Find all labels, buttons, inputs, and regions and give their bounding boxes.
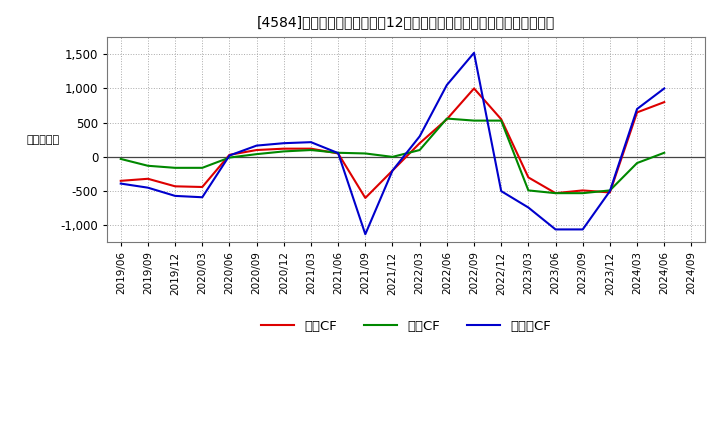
フリーCF xyxy=(334,150,343,156)
投賃CF xyxy=(469,118,478,123)
営業CF xyxy=(225,152,234,158)
投賃CF xyxy=(252,151,261,157)
フリーCF xyxy=(171,193,179,198)
フリーCF xyxy=(225,153,234,158)
投賃CF xyxy=(117,156,125,161)
営業CF xyxy=(415,140,424,146)
営業CF xyxy=(524,175,533,180)
営業CF xyxy=(578,188,587,193)
営業CF xyxy=(552,191,560,196)
フリーCF xyxy=(524,205,533,210)
投賃CF xyxy=(334,150,343,155)
フリーCF xyxy=(633,106,642,112)
Title: [4584]　キャッシュフローの12か月移動合計の対前年同期増減額の推移: [4584] キャッシュフローの12か月移動合計の対前年同期増減額の推移 xyxy=(257,15,555,29)
営業CF xyxy=(443,117,451,122)
営業CF xyxy=(361,195,369,201)
フリーCF xyxy=(606,188,614,194)
Legend: 営業CF, 投賃CF, フリーCF: 営業CF, 投賃CF, フリーCF xyxy=(256,315,556,338)
フリーCF xyxy=(252,143,261,148)
営業CF xyxy=(497,117,505,122)
フリーCF xyxy=(361,231,369,237)
投賃CF xyxy=(497,118,505,123)
投賃CF xyxy=(443,116,451,121)
Line: 営業CF: 営業CF xyxy=(121,88,665,198)
フリーCF xyxy=(279,140,288,146)
投賃CF xyxy=(388,154,397,160)
営業CF xyxy=(143,176,152,181)
営業CF xyxy=(334,151,343,156)
フリーCF xyxy=(552,227,560,232)
営業CF xyxy=(117,178,125,183)
投賃CF xyxy=(660,150,669,155)
投賃CF xyxy=(524,188,533,193)
投賃CF xyxy=(606,188,614,193)
営業CF xyxy=(252,147,261,153)
投賃CF xyxy=(361,151,369,156)
投賃CF xyxy=(143,163,152,169)
営業CF xyxy=(606,190,614,195)
フリーCF xyxy=(469,50,478,55)
営業CF xyxy=(469,86,478,91)
投賃CF xyxy=(633,161,642,166)
投賃CF xyxy=(415,147,424,153)
フリーCF xyxy=(497,188,505,194)
営業CF xyxy=(633,110,642,115)
投賃CF xyxy=(225,155,234,160)
投賃CF xyxy=(307,147,315,153)
フリーCF xyxy=(198,194,207,200)
営業CF xyxy=(171,183,179,189)
フリーCF xyxy=(578,227,587,232)
投賃CF xyxy=(279,149,288,154)
投賃CF xyxy=(552,191,560,196)
営業CF xyxy=(307,146,315,151)
営業CF xyxy=(279,146,288,151)
Y-axis label: （百万円）: （百万円） xyxy=(26,135,59,145)
投賃CF xyxy=(578,191,587,196)
フリーCF xyxy=(660,86,669,91)
投賃CF xyxy=(198,165,207,170)
Line: フリーCF: フリーCF xyxy=(121,53,665,234)
フリーCF xyxy=(415,134,424,139)
フリーCF xyxy=(143,185,152,191)
フリーCF xyxy=(388,168,397,173)
フリーCF xyxy=(443,82,451,88)
営業CF xyxy=(198,184,207,190)
フリーCF xyxy=(307,139,315,145)
フリーCF xyxy=(117,181,125,186)
営業CF xyxy=(388,168,397,173)
営業CF xyxy=(660,99,669,105)
投賃CF xyxy=(171,165,179,170)
Line: 投賃CF: 投賃CF xyxy=(121,118,665,193)
